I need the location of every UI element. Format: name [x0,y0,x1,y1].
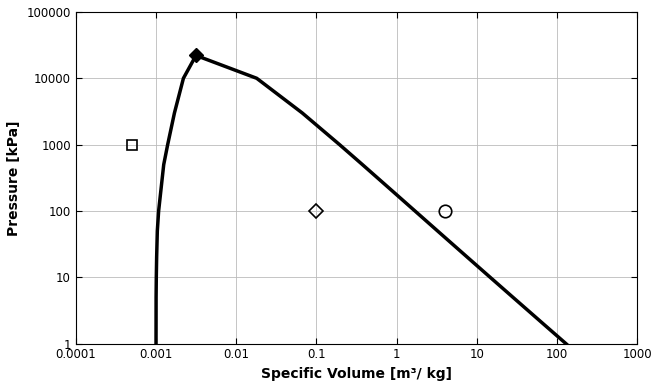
X-axis label: Specific Volume [m³/ kg]: Specific Volume [m³/ kg] [261,367,452,381]
Y-axis label: Pressure [kPa]: Pressure [kPa] [7,120,21,236]
